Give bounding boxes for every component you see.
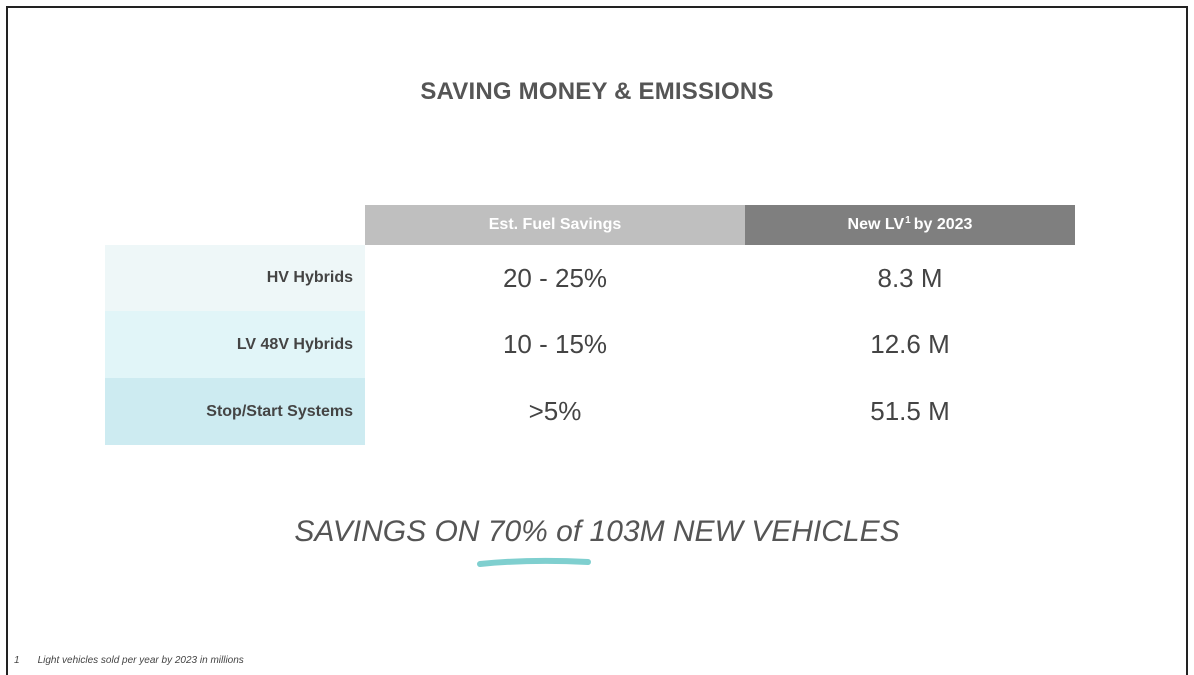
column-header: New LV 1 by 2023 — [745, 205, 1075, 245]
swash-stroke — [477, 557, 591, 567]
table-cell: 8.3 M — [877, 262, 943, 293]
table-cell: 10 - 15% — [502, 329, 608, 359]
table-cell: >5% — [528, 396, 582, 426]
underline-swash — [477, 557, 591, 567]
row-label: Stop/Start Systems — [105, 378, 365, 445]
column-header: Est. Fuel Savings — [365, 205, 745, 245]
footnote-text: Light vehicles sold per year by 2023 in … — [37, 655, 244, 666]
slide-title: SAVING MONEY & EMISSIONS — [420, 78, 774, 105]
table-cell: 12.6 M — [870, 329, 950, 359]
header-text: by 2023 — [913, 216, 973, 233]
row-label: LV 48V Hybrids — [105, 311, 365, 378]
header-superscript: 1 — [905, 214, 911, 226]
table-cell: 51.5 M — [870, 396, 950, 426]
footnote-marker: 1 — [14, 655, 20, 666]
footnote: 1 Light vehicles sold per year by 2023 in… — [14, 655, 244, 666]
slide-frame — [6, 6, 1188, 675]
statement: SAVINGS ON 70% of 103M NEW VEHICLES — [294, 515, 900, 548]
row-label: HV Hybrids — [105, 245, 365, 311]
header-text: New LV — [847, 216, 905, 233]
table-cell: 20 - 25% — [502, 262, 608, 293]
